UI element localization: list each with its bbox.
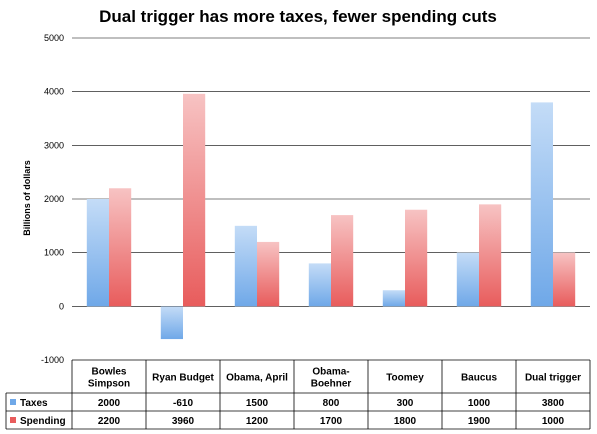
category-label: Dual trigger (525, 373, 581, 384)
table-value: 3960 (172, 416, 195, 427)
table-value: 300 (397, 398, 414, 409)
y-tick-label: 3000 (44, 140, 64, 150)
legend-swatch-taxes (10, 399, 16, 405)
bar-spending (183, 93, 206, 307)
category-label: Obama, April (226, 373, 288, 384)
legend-label-spending: Spending (20, 416, 66, 427)
category-label: Ryan Budget (152, 373, 214, 384)
bar-spending (109, 188, 132, 307)
bar-spending (331, 215, 354, 307)
y-tick-label: 5000 (44, 33, 64, 43)
bar-spending (405, 209, 428, 307)
table-value: 1000 (542, 416, 565, 427)
legend-swatch-spending (10, 417, 16, 423)
gridlines (72, 37, 590, 307)
bar-spending (257, 241, 280, 307)
bar-taxes (160, 306, 183, 340)
bar-spending (553, 252, 576, 307)
bar-taxes (530, 102, 553, 307)
table-value: 1900 (468, 416, 491, 427)
category-label: Baucus (461, 373, 498, 384)
category-label: Bowles (91, 367, 126, 378)
bar-taxes (382, 290, 405, 307)
y-tick-label: 4000 (44, 87, 64, 97)
bar-spending (479, 204, 502, 307)
bar-taxes (308, 263, 331, 307)
table-value: 1700 (320, 416, 343, 427)
table-value: 3800 (542, 398, 565, 409)
table-value: 800 (323, 398, 340, 409)
table-value: 1500 (246, 398, 269, 409)
legend-label-taxes: Taxes (20, 398, 48, 409)
bar-taxes (456, 252, 479, 307)
y-tick-label: 2000 (44, 194, 64, 204)
table-value: 1800 (394, 416, 417, 427)
category-label: Simpson (88, 379, 130, 390)
table-value: 2200 (98, 416, 121, 427)
category-label: Toomey (386, 373, 424, 384)
bar-taxes (86, 199, 109, 307)
chart-title: Dual trigger has more taxes, fewer spend… (99, 7, 497, 26)
table-value: 1000 (468, 398, 491, 409)
table-value: -610 (173, 398, 193, 409)
category-label: Obama- (312, 367, 349, 378)
y-axis-label: Billions of dollars (22, 160, 32, 236)
y-tick-label: 0 (59, 301, 64, 311)
y-tick-labels: -1000 0 1000 2000 3000 4000 5000 (41, 33, 64, 365)
bar-taxes (234, 225, 257, 307)
y-tick-label: 1000 (44, 248, 64, 258)
y-tick-label: -1000 (41, 355, 64, 365)
table-value: 2000 (98, 398, 121, 409)
table-value: 1200 (246, 416, 269, 427)
bars (86, 93, 576, 340)
category-label: Boehner (311, 379, 352, 390)
